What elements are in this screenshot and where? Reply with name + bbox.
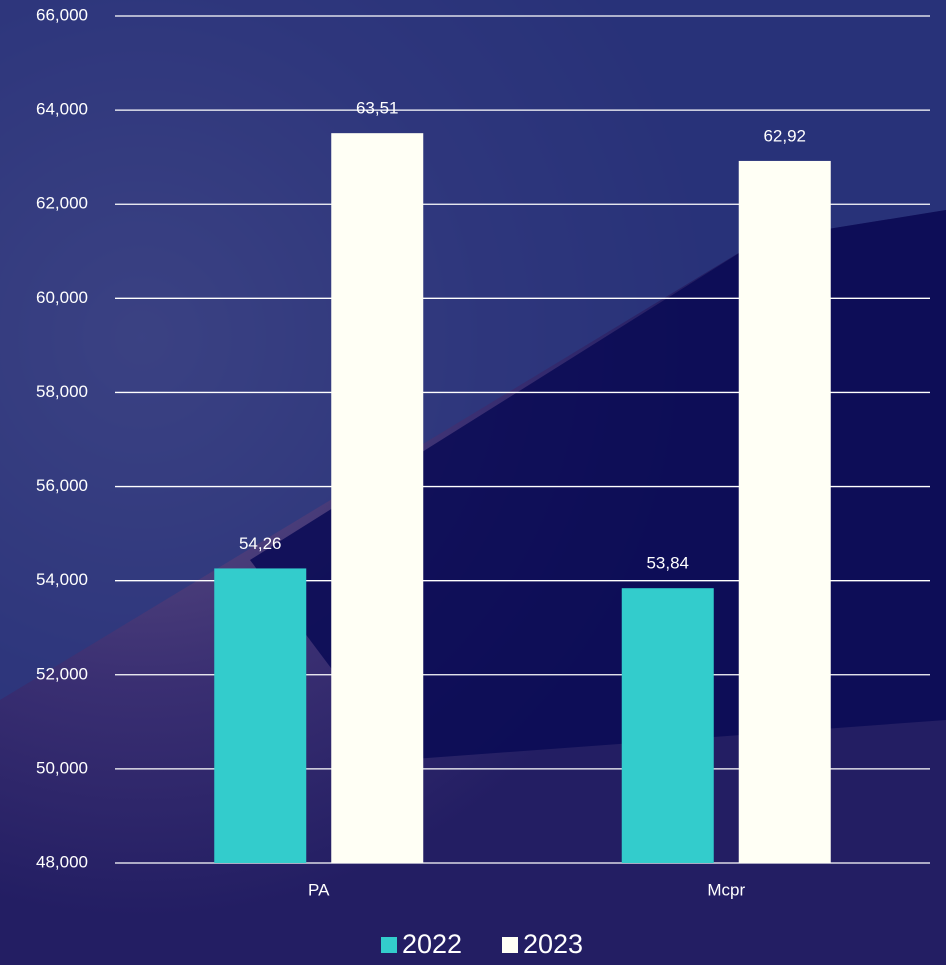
background-shape <box>0 0 946 700</box>
y-tick-label: 52,000 <box>36 664 88 683</box>
x-tick-label: Mcpr <box>707 880 745 899</box>
bar <box>621 588 714 863</box>
y-tick-label: 66,000 <box>36 5 88 24</box>
x-tick-label: PA <box>308 880 330 899</box>
data-label: 63,51 <box>356 99 399 118</box>
y-tick-label: 62,000 <box>36 194 88 213</box>
legend-label: 2022 <box>402 929 462 959</box>
y-tick-label: 50,000 <box>36 758 88 777</box>
y-tick-label: 54,000 <box>36 570 88 589</box>
y-tick-label: 64,000 <box>36 100 88 119</box>
bar <box>214 568 307 863</box>
legend-label: 2023 <box>523 929 583 959</box>
bar <box>331 133 424 863</box>
bar <box>738 160 831 864</box>
y-tick-label: 56,000 <box>36 476 88 495</box>
legend-swatch <box>502 937 518 953</box>
data-label: 53,84 <box>646 554 689 573</box>
data-label: 54,26 <box>239 534 282 553</box>
y-tick-label: 58,000 <box>36 382 88 401</box>
y-tick-label: 60,000 <box>36 288 88 307</box>
legend-swatch <box>381 937 397 953</box>
y-tick-label: 48,000 <box>36 852 88 871</box>
data-label: 62,92 <box>763 126 806 145</box>
